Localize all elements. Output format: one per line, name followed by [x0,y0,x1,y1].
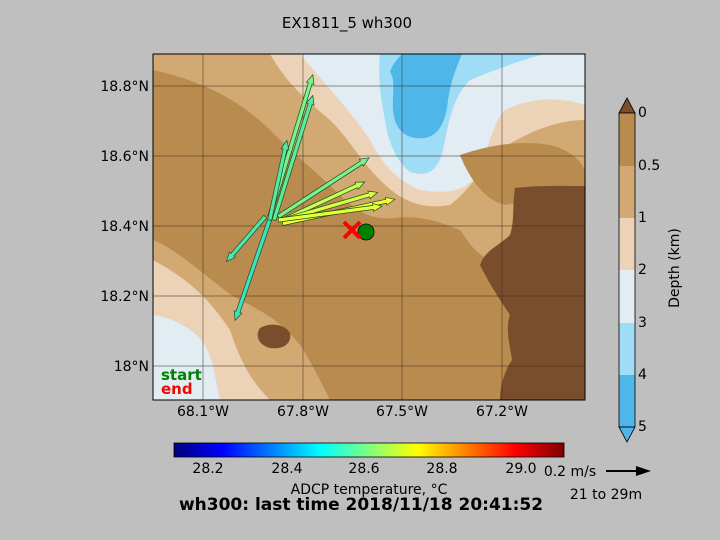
end-marker [342,220,362,240]
map-panel [153,54,585,400]
start-marker [357,223,375,241]
scale-arrow-head [636,466,651,476]
velocity-vector [271,94,315,222]
velocity-vector [267,139,290,221]
depth-tick: 3 [638,315,647,331]
map-basin-east [480,185,585,400]
depth-band [619,166,635,218]
scale-depth-range: 21 to 29m [570,487,642,503]
depth-band [619,375,635,427]
temp-tick: 28.4 [271,461,302,477]
figure-title: EX1811_5 wh300 [282,14,412,33]
temp-tick: 29.0 [505,461,536,477]
depth-tick: 4 [638,367,647,383]
temperature-colorbar-label: ADCP temperature, °C [291,482,448,498]
last-time-footer: wh300: last time 2018/11/18 20:41:52 [179,495,543,515]
depth-tick: 5 [638,419,647,435]
depth-band [619,323,635,375]
lon-tick: 67.5°W [376,404,428,420]
temp-tick: 28.8 [426,461,457,477]
lat-tick: 18.2°N [100,289,149,305]
depth-tick: 0.5 [638,158,660,174]
legend-start: start [161,366,202,384]
velocity-vector [276,157,370,219]
depth-tick: 1 [638,210,647,226]
map-gridlines [153,54,585,400]
velocity-vectors [225,73,396,322]
depth-tick: 0 [638,105,647,121]
legend-end: end [161,380,193,398]
scale-speed: 0.2 m/s [544,464,596,480]
lon-tick: 68.1°W [177,404,229,420]
depth-colorbar: 0 0.5 1 2 3 4 5 Depth (km) [618,97,683,443]
lon-tick: 67.8°W [277,404,329,420]
depth-band [619,113,635,166]
map-frame [152,53,586,401]
map-deepest-water [390,54,462,139]
temperature-colorbar-gradient [173,442,565,458]
depth-colorbar-label: Depth (km) [667,228,683,308]
velocity-vector [233,218,272,322]
temp-tick: 28.6 [348,461,379,477]
map-basin-west [257,324,291,349]
lat-tick: 18.6°N [100,149,149,165]
lat-tick: 18.4°N [100,219,149,235]
velocity-vector [277,203,383,223]
depth-tick: 2 [638,262,647,278]
depth-band [619,218,635,270]
lon-axis: 68.1°W 67.8°W 67.5°W 67.2°W [177,404,528,420]
lat-tick: 18.8°N [100,79,149,95]
velocity-vector [225,214,268,263]
lon-tick: 67.2°W [476,404,528,420]
depth-colorbar-bottom-cap [618,426,636,443]
lat-axis: 18.8°N 18.6°N 18.4°N 18.2°N 18°N [100,79,149,375]
depth-colorbar-top-cap [618,97,636,114]
depth-band [619,270,635,323]
lat-tick: 18°N [114,359,149,375]
temperature-colorbar: 28.2 28.4 28.6 28.8 29.0 ADCP temperatur… [173,442,565,498]
temp-tick: 28.2 [192,461,223,477]
scale-key: 0.2 m/s 21 to 29m [544,464,651,503]
